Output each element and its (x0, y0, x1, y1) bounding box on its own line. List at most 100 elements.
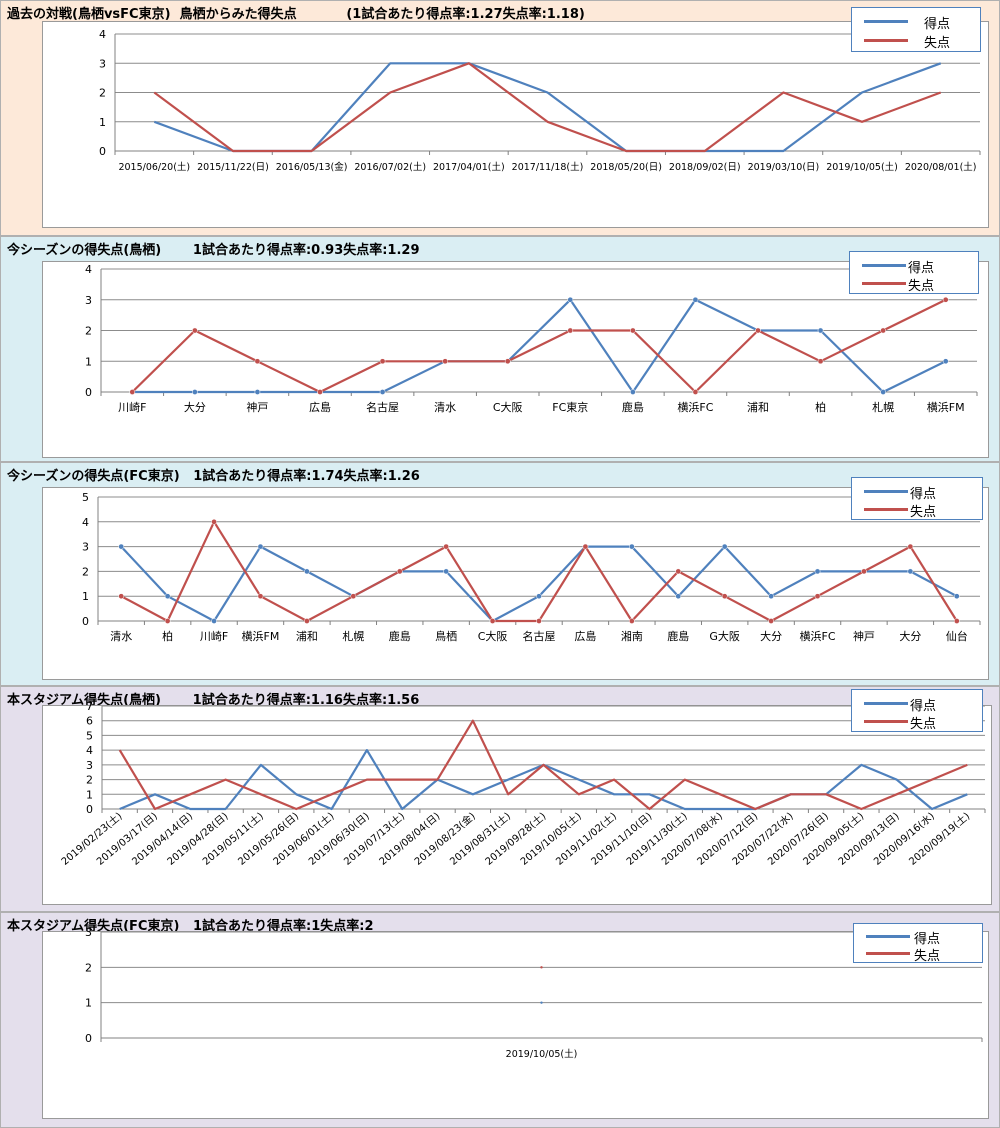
conceded-series-point (628, 618, 635, 624)
conceded-series-point (442, 358, 448, 365)
panel-stadium-fctokyo: 本スタジアム得失点(FC東京) 1試合あたり得点率:1失点率:2 0 1 2 3 201… (0, 912, 1000, 1128)
x-tick-label: 川崎F (200, 629, 228, 643)
conceded-series-point (768, 618, 774, 624)
panel-head-to-head: 過去の対戦(鳥栖vsFC東京) 鳥栖からみた得失点 (1試合あたり得点率:1.2… (0, 0, 1000, 236)
x-tick-label: 湘南 (621, 629, 643, 643)
goals-series-point (628, 543, 635, 550)
goals-series-point (768, 593, 774, 600)
x-tick-label: 浦和 (747, 401, 769, 414)
chart-area: 0 1 2 3 2019/10/05(土) (42, 926, 989, 1119)
goals-series-point (257, 543, 264, 550)
legend-swatch-conceded (866, 952, 910, 955)
legend-swatch-goals (866, 935, 910, 938)
x-tick-label: 2019/11/30(土) (624, 809, 690, 868)
panel-title: 過去の対戦(鳥栖vsFC東京) 鳥栖からみた得失点 (1試合あたり得点率:1.2… (7, 7, 585, 22)
goals-series-line (132, 298, 947, 394)
chart-area: 0 1 2 3 4 2015/06/20(土) 2015/11/22(日) 2016/05/1… (42, 21, 989, 228)
x-tick-label: 2019/07/13(土) (341, 809, 407, 868)
legend-label-conceded: 失点 (914, 949, 941, 964)
panel-title: 今シーズンの得失点(FC東京) 1試合あたり得点率:1.74失点率:1.26 (7, 469, 420, 484)
conceded-series-point (350, 593, 357, 600)
chart-legend: 得点 失点 (849, 251, 979, 294)
x-tick-label: 清水 (434, 401, 456, 414)
goals-series-point (675, 593, 682, 600)
conceded-series-point (443, 543, 450, 550)
conceded-series-point (164, 618, 171, 624)
y-tick-label: 6 (86, 715, 93, 728)
x-tick-label: 大分 (184, 400, 206, 414)
x-tick-label: 2019/03/10(日) (748, 162, 820, 173)
x-tick-label: 2017/11/18(土) (512, 161, 584, 173)
goals-series-point (536, 593, 542, 600)
x-tick-label: 2019/02/23(土) (58, 809, 124, 868)
goals-series-point (540, 1001, 543, 1004)
x-tick-label: 2020/09/19(土) (906, 809, 972, 868)
x-tick-label: FC東京 (552, 400, 588, 414)
conceded-series-point (582, 543, 589, 550)
conceded-series-point (861, 568, 867, 575)
legend-label-conceded: 失点 (910, 505, 937, 520)
conceded-series-line (131, 298, 947, 394)
legend-label-goals: 得点 (908, 261, 935, 276)
x-tick-label: 2020/09/05(土) (800, 809, 866, 868)
x-tick-label: 2019/08/04(日) (378, 811, 443, 868)
y-tick-label: 4 (85, 263, 92, 276)
y-tick-label: 1 (85, 355, 92, 368)
x-tick-label: 2016/07/02(土) (354, 161, 426, 173)
x-tick-label: 2015/11/22(日) (197, 162, 269, 173)
y-tick-label: 7 (86, 700, 93, 713)
x-tick-label: 2019/04/28(日) (166, 811, 231, 868)
conceded-series-point (907, 543, 914, 550)
x-tick-label: 2020/07/22(水) (730, 810, 796, 868)
chart-area: 0 1 2 3 4 5 6 7 2019/02/23(土) 2019/03/17(日) 2019/0… (42, 700, 992, 905)
x-tick-label: 2019/09/28(土) (482, 809, 548, 868)
x-tick-label: 横浜FM (927, 400, 965, 414)
line-chart: 0 1 2 3 4 2015/06/20(土) 2015/11/22(日) 2016/05/1… (99, 28, 981, 173)
legend-label-conceded: 失点 (924, 36, 951, 51)
x-tick-label: 2020/07/08(水) (660, 810, 726, 868)
conceded-series-point (504, 358, 511, 365)
line-chart: 012345672019/02/23(土)2019/03/17(日)2019/0… (58, 700, 986, 868)
goals-series-point (304, 568, 310, 575)
x-tick-label: 札幌 (872, 400, 894, 414)
x-tick-label: 2019/10/05(土) (518, 809, 584, 868)
x-tick-label: C大阪 (478, 629, 508, 643)
legend-label-goals: 得点 (924, 17, 951, 32)
y-tick-label: 2 (82, 565, 89, 578)
x-tick-label: 横浜FC (800, 629, 836, 643)
goals-series-line (120, 545, 958, 623)
x-tick-label: 大分 (760, 629, 782, 643)
x-tick-label: 2017/04/01(土) (433, 161, 505, 173)
conceded-series-point (254, 358, 261, 365)
x-tick-label: G大阪 (709, 629, 740, 643)
chart-area: 0 1 2 3 4 5 清水 柏 川崎F 横浜FM 浦和 札幌 鹿島 鳥栖 C大阪 名古屋 広島 湘南 鹿島 G大阪 大… (42, 487, 989, 680)
x-tick-label: 2020/09/16(水) (871, 810, 937, 868)
x-tick-label: 横浜FC (677, 400, 713, 414)
y-tick-label: 4 (99, 28, 106, 41)
x-tick-label: 柏 (162, 629, 173, 643)
legend-label-conceded: 失点 (910, 717, 937, 732)
conceded-series-point (304, 618, 310, 624)
panel-title: 今シーズンの得失点(鳥栖) 1試合あたり得点率:0.93失点率:1.29 (7, 243, 420, 258)
goals-series-point (721, 543, 728, 550)
x-tick-label: 鹿島 (622, 400, 644, 414)
x-tick-label: 2019/04/14(日) (130, 811, 195, 868)
conceded-series-point (814, 593, 821, 600)
conceded-series-point (692, 389, 699, 395)
conceded-series-point (489, 618, 496, 624)
y-tick-label: 5 (86, 729, 93, 742)
goals-series-point (254, 389, 261, 395)
y-tick-label: 3 (82, 541, 89, 554)
x-tick-label: 2019/05/11(土) (200, 809, 266, 868)
chart-area: 0 1 2 3 4 川崎F 大分 神戸 広島 名古屋 清水 C大阪 FC東京 鹿島 横浜FC 浦和 柏 札幌 横浜F… (42, 261, 989, 458)
conceded-series-point (129, 389, 136, 395)
conceded-series-point (540, 966, 543, 969)
line-chart: 0 1 2 3 4 川崎F 大分 神戸 広島 名古屋 清水 C大阪 FC東京 鹿島 横浜FC 浦和 柏 札幌 横浜F… (85, 263, 978, 414)
y-tick-label: 4 (82, 516, 89, 529)
chart-legend: 得点 失点 (851, 689, 983, 732)
x-tick-label: 2019/03/17(日) (95, 811, 160, 868)
conceded-series-point (567, 327, 574, 334)
panel-season-fctokyo: 今シーズンの得失点(FC東京) 1試合あたり得点率:1.74失点率:1.26 0… (0, 462, 1000, 686)
x-tick-label: 柏 (815, 400, 826, 414)
x-tick-label: 2020/07/12(日) (695, 811, 760, 868)
